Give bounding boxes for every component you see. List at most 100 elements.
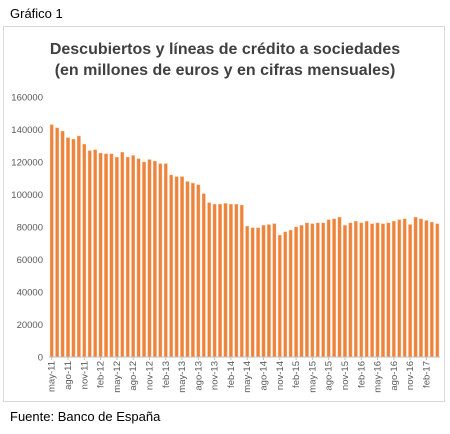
figure-label: Gráfico 1 <box>10 6 63 21</box>
bar <box>354 221 358 358</box>
bar-chart-plot: 0 20000 40000 60000 80000 100000 120000 140000 1… <box>11 93 440 393</box>
y-tick-label: 100000 <box>11 190 43 201</box>
bar <box>288 230 293 358</box>
bar <box>98 152 103 358</box>
bar <box>277 234 282 358</box>
x-tick-label: ago-15 <box>324 361 335 391</box>
bar <box>408 224 412 358</box>
bar <box>397 219 402 358</box>
y-tick-label: 0 <box>38 353 43 364</box>
bar <box>218 204 222 358</box>
bar <box>332 218 336 358</box>
bar <box>191 182 195 358</box>
bar <box>196 184 201 358</box>
bar <box>392 221 396 358</box>
bar <box>180 176 184 358</box>
bar <box>93 149 97 358</box>
bar <box>142 161 146 358</box>
y-tick-label: 40000 <box>17 288 43 299</box>
chart-title-line-2: (en millones de euros y en cifras mensua… <box>54 62 396 79</box>
bar <box>153 160 157 358</box>
x-tick-label: feb-13 <box>161 361 172 388</box>
bar <box>49 124 54 358</box>
bar <box>321 222 326 358</box>
bar <box>370 223 374 358</box>
bar <box>174 176 179 358</box>
x-tick-label: nov-14 <box>275 361 286 390</box>
x-tick-label: nov-13 <box>210 361 221 390</box>
bar <box>125 156 130 358</box>
x-tick-label: ago-13 <box>193 361 204 391</box>
y-tick-label: 140000 <box>11 125 43 136</box>
bar <box>229 204 233 358</box>
x-tick-label: nov-15 <box>340 361 351 390</box>
x-tick-label: may-15 <box>307 361 318 393</box>
bar <box>131 155 136 358</box>
x-tick-label: may-14 <box>242 361 253 393</box>
bar <box>435 223 440 358</box>
bar <box>348 222 353 358</box>
y-tick-label: 160000 <box>11 93 43 104</box>
bar <box>359 222 364 358</box>
x-tick-label: nov-11 <box>79 361 90 389</box>
bar <box>267 224 271 358</box>
bar <box>402 218 407 358</box>
bar <box>60 130 65 358</box>
bar <box>430 221 434 358</box>
bar <box>256 227 260 358</box>
bar <box>201 193 206 358</box>
bar <box>310 223 315 358</box>
bar <box>104 153 108 358</box>
x-tick-label: feb-12 <box>96 361 107 388</box>
bar <box>419 218 423 358</box>
chart-title-line-1: Descubiertos y líneas de crédito a socie… <box>49 41 401 58</box>
bar <box>337 217 342 358</box>
bar <box>424 220 429 358</box>
x-tick-label: ago-11 <box>63 361 74 390</box>
x-tick-label: ago-16 <box>389 361 400 391</box>
x-tick-label: feb-17 <box>421 361 432 388</box>
bar <box>299 225 304 358</box>
x-tick-label: nov-16 <box>405 361 416 390</box>
bar <box>55 127 59 358</box>
bar <box>82 143 87 358</box>
bar <box>305 222 309 358</box>
x-tick-label: ago-12 <box>128 361 139 391</box>
x-tick-label: may-13 <box>177 361 188 393</box>
bar <box>115 156 119 358</box>
bar <box>250 227 255 358</box>
chart-title: Descubiertos y líneas de crédito a socie… <box>4 39 446 81</box>
bar <box>223 203 228 358</box>
x-tick-label: ago-14 <box>259 361 270 391</box>
bar <box>136 158 141 358</box>
y-tick-label: 20000 <box>17 320 43 331</box>
bar <box>283 231 288 358</box>
bar <box>207 202 212 358</box>
bar <box>261 225 266 358</box>
source-note: Fuente: Banco de España <box>10 409 161 424</box>
bar <box>109 153 114 358</box>
x-tick-label: may-11 <box>47 361 58 392</box>
bar <box>71 139 76 358</box>
bar <box>239 204 244 358</box>
bar <box>87 150 92 358</box>
bar <box>234 204 239 358</box>
bar <box>381 223 385 358</box>
x-tick-label: feb-16 <box>356 361 367 388</box>
bar <box>413 217 418 358</box>
bar <box>245 225 250 358</box>
bar <box>147 159 152 358</box>
bar <box>375 222 380 358</box>
bar <box>315 222 320 358</box>
bar <box>364 221 369 358</box>
bar <box>212 204 217 358</box>
bar <box>163 163 168 358</box>
y-tick-label: 60000 <box>17 255 43 266</box>
x-tick-label: feb-14 <box>226 361 237 388</box>
bar <box>158 163 163 358</box>
bar <box>120 152 125 358</box>
x-tick-label: may-16 <box>373 361 384 393</box>
bar <box>169 174 174 358</box>
x-tick-label: feb-15 <box>291 361 302 388</box>
y-tick-label: 80000 <box>17 223 43 234</box>
